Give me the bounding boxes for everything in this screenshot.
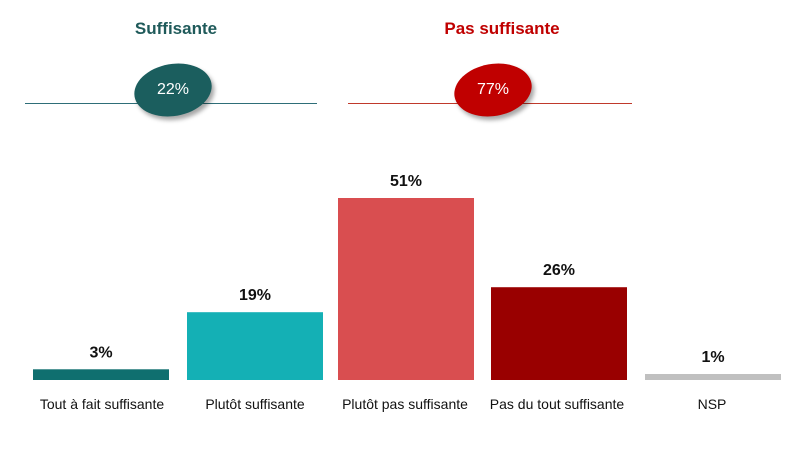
bar-value-label-1: 19%	[239, 287, 271, 304]
bar-value-label-2: 51%	[390, 173, 422, 190]
category-label-plutot-suffisante: Plutôt suffisante	[205, 396, 305, 412]
bar-3	[491, 287, 627, 380]
bar-1	[187, 312, 323, 380]
category-label-tout-a-fait: Tout à fait suffisante	[39, 396, 165, 412]
bar-0	[33, 369, 169, 380]
bar-value-label-0: 3%	[89, 344, 112, 361]
bar-2	[338, 198, 474, 380]
bar-4	[645, 374, 781, 380]
group-title-pas-suffisante: Pas suffisante	[444, 19, 560, 38]
bar-value-label-3: 26%	[543, 262, 575, 279]
group-title-suffisante: Suffisante	[134, 19, 218, 38]
category-label-plutot-pas: Plutôt pas suffisante	[342, 396, 468, 412]
bar-value-label-4: 1%	[701, 349, 724, 366]
category-label-pas-du-tout: Pas du tout suffisante	[489, 396, 625, 412]
category-label-nsp: NSP	[697, 396, 727, 412]
